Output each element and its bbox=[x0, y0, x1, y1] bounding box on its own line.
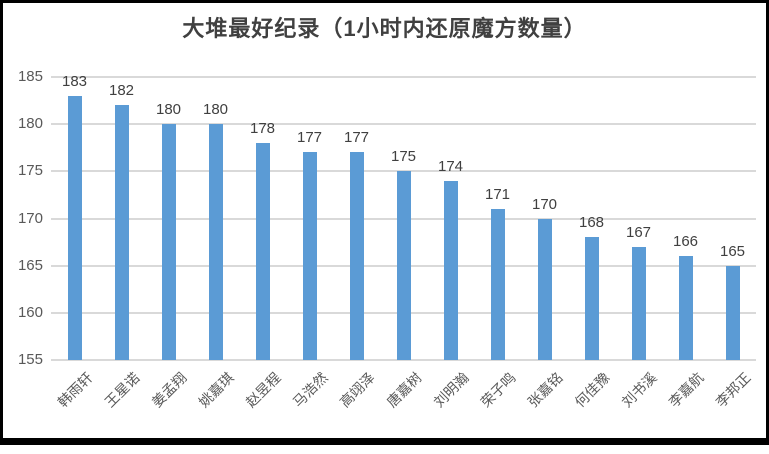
bar bbox=[443, 180, 458, 360]
bar bbox=[302, 152, 317, 360]
x-category-label: 韩雨轩 bbox=[54, 369, 96, 411]
bar-value-label: 177 bbox=[343, 129, 370, 147]
bar-value-label: 183 bbox=[61, 72, 88, 90]
bar-value-label: 165 bbox=[719, 242, 746, 260]
bar bbox=[490, 209, 505, 360]
x-category-label: 何佳豫 bbox=[571, 369, 613, 411]
gridline bbox=[51, 76, 756, 78]
bar bbox=[161, 124, 176, 360]
x-category-label: 高翊泽 bbox=[336, 369, 378, 411]
bar bbox=[678, 256, 693, 360]
x-category-label: 赵昱程 bbox=[242, 369, 284, 411]
bar bbox=[208, 124, 223, 360]
bar-value-label: 171 bbox=[484, 186, 511, 204]
bar bbox=[255, 143, 270, 360]
bar-value-label: 180 bbox=[202, 101, 229, 119]
gridline bbox=[51, 359, 756, 361]
chart-title: 大堆最好纪录（1小时内还原魔方数量） bbox=[182, 16, 587, 41]
x-category-label: 刘书溪 bbox=[618, 369, 660, 411]
x-category-label: 唐嘉树 bbox=[383, 369, 425, 411]
bar bbox=[114, 105, 129, 360]
y-tick-label: 180 bbox=[17, 115, 43, 133]
y-tick-label: 155 bbox=[17, 351, 43, 368]
bar bbox=[349, 152, 364, 360]
x-category-label: 马浩然 bbox=[289, 369, 331, 411]
plot-area: 185 180 175 170 165 160 155 183 182 180 180 178 177… bbox=[18, 69, 756, 410]
y-tick-label: 185 bbox=[17, 68, 43, 85]
bar-value-label: 174 bbox=[437, 157, 464, 175]
bar-value-label: 182 bbox=[108, 82, 135, 100]
y-tick-label: 170 bbox=[17, 209, 43, 227]
x-category-label: 刘明瀚 bbox=[430, 369, 472, 411]
bar bbox=[537, 218, 552, 360]
bar-value-label: 180 bbox=[155, 101, 182, 119]
y-tick-label: 165 bbox=[17, 256, 43, 274]
bar-value-label: 167 bbox=[625, 223, 652, 241]
bar-value-label: 166 bbox=[672, 233, 699, 251]
y-tick-label: 175 bbox=[17, 162, 43, 180]
bar-value-label: 175 bbox=[390, 148, 417, 166]
x-category-label: 李嘉航 bbox=[665, 369, 707, 411]
x-category-label: 张嘉铭 bbox=[524, 369, 566, 411]
bar-value-label: 177 bbox=[296, 129, 323, 147]
bar bbox=[725, 265, 740, 360]
x-category-label: 王星诺 bbox=[101, 369, 143, 411]
bar bbox=[584, 237, 599, 360]
gridline bbox=[51, 170, 756, 173]
x-category-label: 姚嘉琪 bbox=[195, 369, 237, 411]
bar bbox=[631, 246, 646, 360]
x-category-label: 姜孟翔 bbox=[148, 369, 190, 411]
bar-value-label: 170 bbox=[531, 195, 558, 213]
gridline bbox=[51, 123, 756, 126]
bar-value-label: 178 bbox=[249, 120, 276, 138]
x-category-label: 李邦正 bbox=[712, 369, 754, 411]
bar-value-label: 168 bbox=[578, 214, 605, 232]
y-tick-label: 160 bbox=[17, 303, 43, 321]
bar bbox=[396, 171, 411, 360]
x-category-label: 荣子鸣 bbox=[477, 369, 519, 411]
bar bbox=[67, 95, 82, 360]
